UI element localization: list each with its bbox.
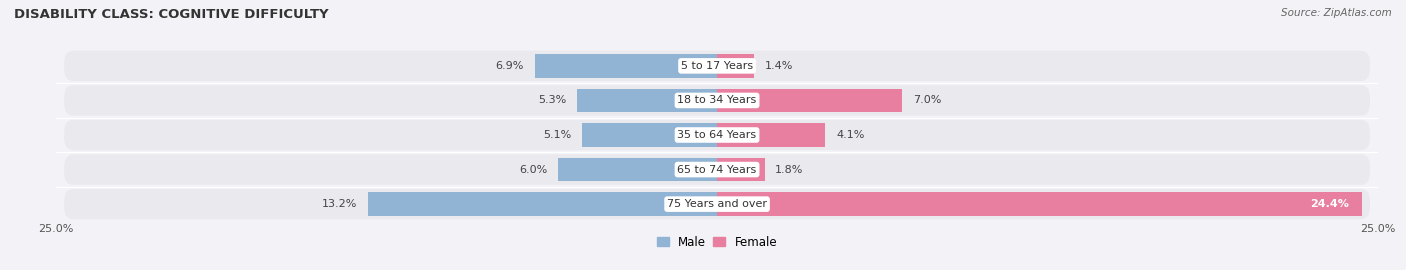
Bar (717, 54, 754, 78)
Text: 18 to 34 Years: 18 to 34 Years (678, 95, 756, 106)
Text: 35 to 64 Years: 35 to 64 Years (678, 130, 756, 140)
Text: 1.8%: 1.8% (775, 164, 804, 175)
Text: DISABILITY CLASS: COGNITIVE DIFFICULTY: DISABILITY CLASS: COGNITIVE DIFFICULTY (14, 8, 329, 21)
Bar (717, 192, 1362, 216)
Text: 4.1%: 4.1% (837, 130, 865, 140)
Text: 65 to 74 Years: 65 to 74 Years (678, 164, 756, 175)
Bar (717, 158, 765, 181)
Text: 24.4%: 24.4% (1310, 199, 1348, 209)
Legend: Male, Female: Male, Female (652, 231, 782, 254)
FancyBboxPatch shape (65, 85, 1369, 116)
Bar (558, 158, 717, 181)
FancyBboxPatch shape (65, 120, 1369, 150)
Bar (368, 192, 717, 216)
Text: 5.1%: 5.1% (544, 130, 572, 140)
Bar (717, 89, 903, 112)
Bar (717, 123, 825, 147)
Text: 75 Years and over: 75 Years and over (666, 199, 768, 209)
FancyBboxPatch shape (65, 189, 1369, 219)
FancyBboxPatch shape (65, 154, 1369, 185)
FancyBboxPatch shape (65, 51, 1369, 81)
Text: 7.0%: 7.0% (912, 95, 941, 106)
Text: 5.3%: 5.3% (538, 95, 567, 106)
Bar (576, 89, 717, 112)
Bar (534, 54, 717, 78)
Text: 1.4%: 1.4% (765, 61, 793, 71)
Text: Source: ZipAtlas.com: Source: ZipAtlas.com (1281, 8, 1392, 18)
Text: 6.0%: 6.0% (520, 164, 548, 175)
Text: 13.2%: 13.2% (322, 199, 357, 209)
Text: 5 to 17 Years: 5 to 17 Years (681, 61, 754, 71)
Bar (582, 123, 717, 147)
Text: 6.9%: 6.9% (496, 61, 524, 71)
